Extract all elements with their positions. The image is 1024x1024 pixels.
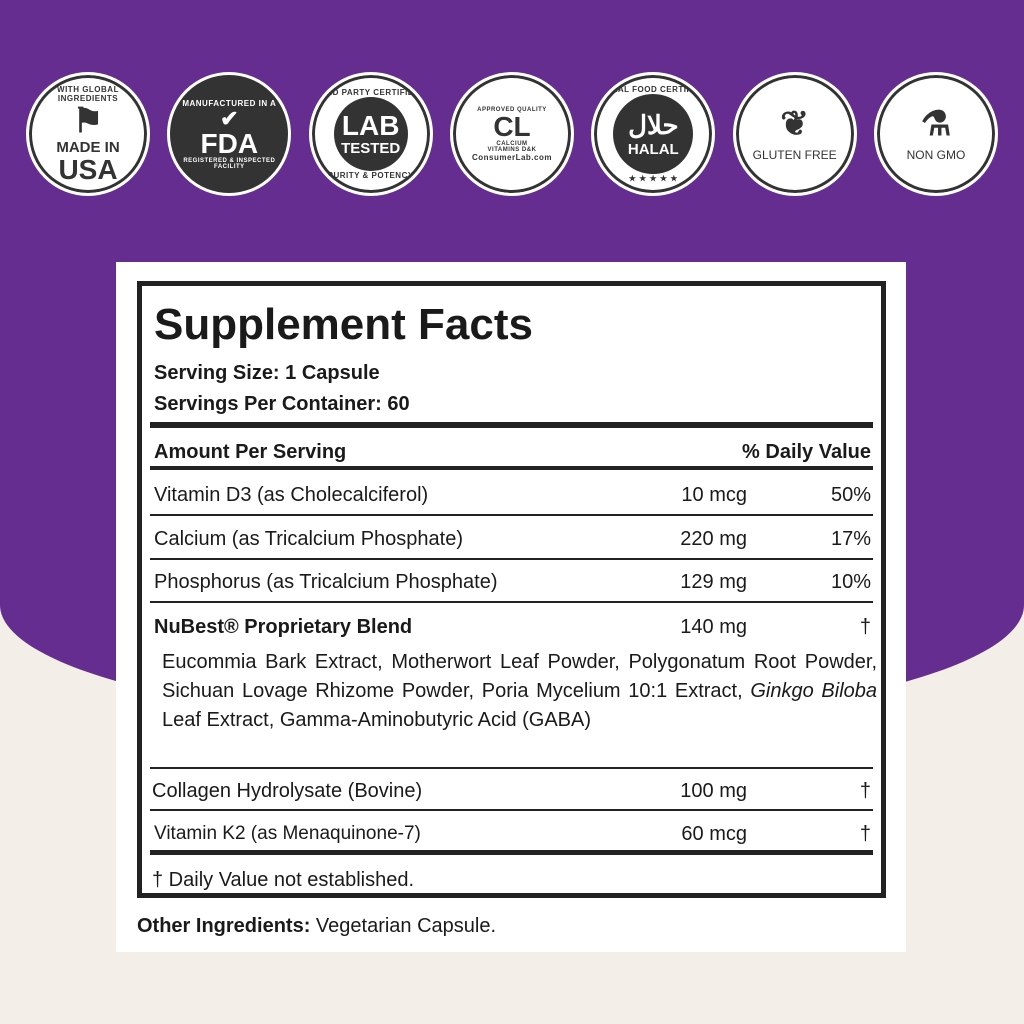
nutrient-dv: † — [859, 780, 871, 802]
serving-size: Serving Size: 1 Capsule — [154, 362, 380, 384]
supplement-facts-panel: Supplement Facts Serving Size: 1 Capsule… — [137, 281, 886, 898]
divider — [150, 601, 873, 603]
nutrient-amount: 60 mcg — [681, 823, 747, 845]
nutrient-name: Calcium (as Tricalcium Phosphate) — [154, 528, 463, 550]
nutrient-dv: 17% — [830, 528, 871, 550]
made-in-usa-badge: WITH GLOBAL INGREDIENTS ⚑ MADE IN USA — [26, 72, 150, 196]
badge-text: VITAMINS D&K — [487, 146, 537, 153]
certification-badges: WITH GLOBAL INGREDIENTS ⚑ MADE IN USA MA… — [26, 72, 998, 196]
non-gmo-badge: ⚗ NON GMO — [873, 72, 998, 196]
nutrient-name: Collagen Hydrolysate (Bovine) — [152, 780, 423, 802]
divider — [150, 809, 873, 811]
divider — [150, 514, 873, 516]
nutrient-amount: 140 mg — [680, 616, 747, 638]
divider — [150, 558, 873, 560]
wheat-icon: ❦ — [780, 105, 809, 143]
nutrient-dv: † — [859, 616, 871, 638]
badge-text: ConsumerLab.com — [472, 152, 552, 162]
badge-text: FDA — [200, 127, 259, 159]
badge-text: HALAL — [627, 141, 679, 158]
badge-text: NON GMO — [906, 148, 966, 162]
divider — [150, 466, 873, 470]
badge-text: PURITY & POTENCY — [327, 171, 414, 180]
flask-icon: ⚗ — [920, 105, 952, 143]
nutrient-dv: 10% — [830, 571, 871, 593]
halal-badge: HALAL FOOD CERTIFIED حلال HALAL ★ ★ ★ ★ ★ — [591, 72, 716, 196]
badge-text: TESTED — [341, 139, 401, 157]
panel-title: Supplement Facts — [154, 300, 533, 349]
us-flag-icon: ⚑ — [72, 101, 104, 140]
nutrient-amount: 100 mg — [680, 780, 747, 802]
badge-text: GLUTEN FREE — [752, 148, 837, 162]
nutrient-dv: 50% — [830, 484, 871, 506]
dv-header: % Daily Value — [742, 441, 871, 463]
other-ingredients: Other Ingredients: Vegetarian Capsule. — [137, 915, 497, 937]
fda-badge: MANUFACTURED IN A ✔ FDA REGISTERED & INS… — [167, 72, 292, 196]
divider — [150, 850, 873, 855]
footnote: † Daily Value not established. — [152, 869, 415, 891]
divider — [150, 422, 873, 428]
gluten-free-badge: ❦ GLUTEN FREE — [732, 72, 857, 196]
lab-tested-badge: 3RD PARTY CERTIFIED LAB TESTED PURITY & P… — [308, 72, 433, 196]
servings-per-container: Servings Per Container: 60 — [154, 393, 410, 415]
badge-text: HALAL FOOD CERTIFIED — [599, 85, 707, 94]
badge-text: CALCIUM — [496, 140, 528, 147]
amount-header: Amount Per Serving — [154, 441, 347, 463]
consumerlab-badge: APPROVED QUALITY CL CALCIUM VITAMINS D&K… — [449, 72, 574, 196]
badge-text: MADE IN — [56, 138, 120, 156]
badge-text: MANUFACTURED IN A — [182, 98, 277, 108]
nutrient-name: Vitamin K2 (as Menaquinone-7) — [154, 823, 421, 844]
badge-text: APPROVED QUALITY — [477, 106, 547, 113]
nutrient-name: Vitamin D3 (as Cholecalciferol) — [154, 484, 429, 506]
badge-text: حلال — [628, 110, 679, 140]
badge-text: 3RD PARTY CERTIFIED — [321, 88, 420, 97]
nutrient-amount: 10 mcg — [681, 484, 747, 506]
nutrient-name: Phosphorus (as Tricalcium Phosphate) — [154, 571, 498, 593]
flask-icon: CL — [493, 110, 531, 142]
stars-icon: ★ ★ ★ ★ ★ — [628, 174, 678, 183]
badge-text: REGISTERED & INSPECTED FACILITY — [183, 157, 276, 170]
badge-text: USA — [58, 153, 118, 185]
blend-name: NuBest® Proprietary Blend — [154, 616, 413, 638]
nutrient-amount: 220 mg — [680, 528, 747, 550]
badge-text: WITH GLOBAL INGREDIENTS — [57, 84, 119, 103]
nutrient-amount: 129 mg — [680, 571, 747, 593]
checkmark-icon: ✔ — [220, 105, 239, 131]
divider — [150, 767, 873, 769]
nutrient-dv: † — [859, 823, 871, 845]
supplement-facts-card: Supplement Facts Serving Size: 1 Capsule… — [116, 262, 906, 952]
blend-ingredients: Eucommia Bark Extract, Motherwort Leaf P… — [162, 651, 878, 731]
badge-text: LAB — [341, 109, 400, 141]
